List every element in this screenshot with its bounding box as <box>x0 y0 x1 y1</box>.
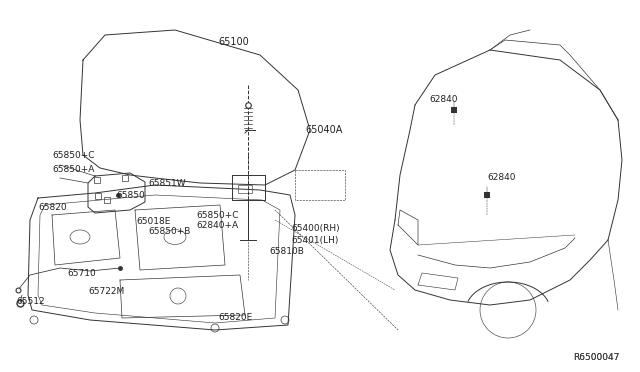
Bar <box>122 175 128 181</box>
Text: 65850+B: 65850+B <box>148 228 190 237</box>
Text: 65512: 65512 <box>16 298 45 307</box>
Bar <box>95 193 101 199</box>
Text: 65850+A: 65850+A <box>52 164 94 173</box>
Text: 65810B: 65810B <box>269 247 304 257</box>
Text: 65722M: 65722M <box>88 286 124 295</box>
Text: 65400(RH): 65400(RH) <box>291 224 340 234</box>
Text: 65820: 65820 <box>38 202 67 212</box>
Text: R6500047: R6500047 <box>573 353 620 362</box>
Text: 65100: 65100 <box>218 37 249 47</box>
Text: 65040A: 65040A <box>305 125 342 135</box>
Text: 65710: 65710 <box>67 269 96 279</box>
Bar <box>238 185 252 193</box>
Text: 62840+A: 62840+A <box>196 221 238 231</box>
Bar <box>104 197 110 203</box>
Text: 62840: 62840 <box>487 173 515 183</box>
Bar <box>451 107 457 113</box>
Bar <box>94 177 100 183</box>
Text: 65018E: 65018E <box>136 217 170 225</box>
Text: 62840: 62840 <box>429 96 458 105</box>
Text: 65851W: 65851W <box>148 179 186 187</box>
Text: R6500047: R6500047 <box>573 353 620 362</box>
Text: 65850+C: 65850+C <box>196 211 239 219</box>
Text: 65850: 65850 <box>116 192 145 201</box>
Text: 65850+C: 65850+C <box>52 151 95 160</box>
Text: 65401(LH): 65401(LH) <box>291 235 339 244</box>
Text: 65820E: 65820E <box>218 314 252 323</box>
Bar <box>484 192 490 198</box>
